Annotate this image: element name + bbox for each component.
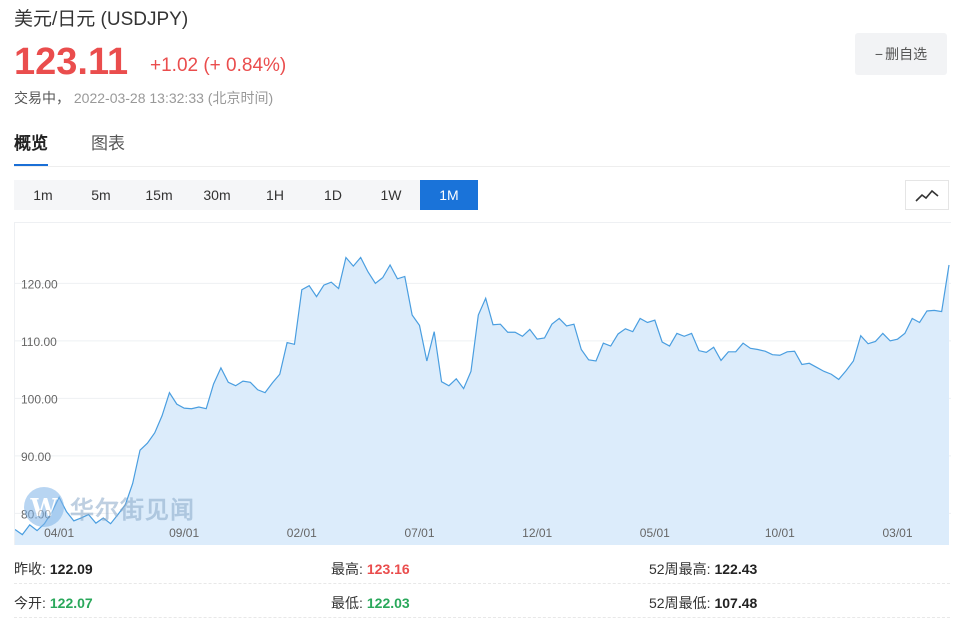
day-low-label: 最低: (331, 595, 363, 611)
chart-type-toggle[interactable] (905, 180, 949, 210)
x-tick-label: 09/01 (169, 526, 199, 540)
y-tick-label: 120.00 (21, 277, 58, 291)
day-high-value: 123.16 (366, 561, 410, 577)
trading-status: 交易中， 2022-03-28 13:32:33 (北京时间) (14, 88, 273, 108)
tab-overview[interactable]: 概览 (14, 132, 48, 166)
period-selector: 1m 5m 15m 30m 1H 1D 1W 1M (14, 180, 478, 210)
instrument-title: 美元/日元 (USDJPY) (14, 9, 189, 30)
price-chart[interactable]: 80.00 90.00 100.00 110.00 120.00 04/01 09/01 02… (14, 222, 951, 545)
period-1mo[interactable]: 1M (420, 180, 478, 210)
period-1d[interactable]: 1D (304, 180, 362, 210)
period-1w[interactable]: 1W (362, 180, 420, 210)
open-label: 今开: (14, 595, 46, 611)
x-tick-label: 07/01 (404, 526, 434, 540)
price-area (15, 257, 949, 545)
week52-high: 52周最高: 122.43 (649, 559, 757, 579)
week52-low-value: 107.48 (714, 595, 758, 611)
quote-stats: 昨收: 122.09 最高: 123.16 52周最高: 122.43 今开: 122.… (14, 552, 950, 620)
period-1m[interactable]: 1m (14, 180, 72, 210)
day-low: 最低: 122.03 (331, 593, 410, 613)
x-tick-label: 10/01 (765, 526, 795, 540)
open-price: 今开: 122.07 (14, 593, 93, 613)
open-value: 122.07 (49, 595, 93, 611)
tab-bar: 概览 图表 (14, 132, 950, 167)
prev-close: 昨收: 122.09 (14, 559, 93, 579)
stats-row: 昨收: 122.09 最高: 123.16 52周最高: 122.43 (14, 552, 950, 584)
week52-high-label: 52周最高: (649, 561, 711, 577)
current-price: 123.11 (14, 41, 129, 83)
period-15m[interactable]: 15m (130, 180, 188, 210)
remove-watchlist-button[interactable]: − 删自选 (855, 33, 947, 75)
x-tick-label: 05/01 (640, 526, 670, 540)
remove-watchlist-label: 删自选 (885, 46, 928, 62)
prev-close-label: 昨收: (14, 561, 46, 577)
y-tick-label: 90.00 (21, 450, 51, 464)
prev-close-value: 122.09 (49, 561, 93, 577)
minus-icon: − (874, 46, 884, 62)
period-5m[interactable]: 5m (72, 180, 130, 210)
y-tick-label: 110.00 (21, 335, 57, 349)
price-chart-svg: 80.00 90.00 100.00 110.00 120.00 04/01 09/01 02… (15, 256, 951, 545)
y-tick-label: 100.00 (21, 392, 58, 406)
day-high-label: 最高: (331, 561, 363, 577)
x-tick-label: 12/01 (522, 526, 552, 540)
x-tick-label: 03/01 (883, 526, 913, 540)
period-1h[interactable]: 1H (246, 180, 304, 210)
line-chart-icon (915, 189, 939, 202)
week52-low-label: 52周最低: (649, 595, 711, 611)
day-low-value: 122.03 (366, 595, 410, 611)
y-tick-label: 80.00 (21, 507, 51, 521)
timezone-label: (北京时间) (207, 90, 274, 106)
stats-row: 今开: 122.07 最低: 122.03 52周最低: 107.48 (14, 586, 950, 618)
timestamp: 2022-03-28 13:32:33 (73, 90, 204, 106)
status-label: 交易中， (14, 90, 70, 106)
x-tick-label: 02/01 (287, 526, 317, 540)
week52-high-value: 122.43 (714, 561, 758, 577)
x-tick-label: 04/01 (44, 526, 74, 540)
period-30m[interactable]: 30m (188, 180, 246, 210)
tab-chart[interactable]: 图表 (91, 134, 125, 153)
day-high: 最高: 123.16 (331, 559, 410, 579)
week52-low: 52周最低: 107.48 (649, 593, 757, 613)
price-change: +1.02 (+ 0.84%) (150, 55, 287, 76)
price-line (15, 256, 950, 536)
